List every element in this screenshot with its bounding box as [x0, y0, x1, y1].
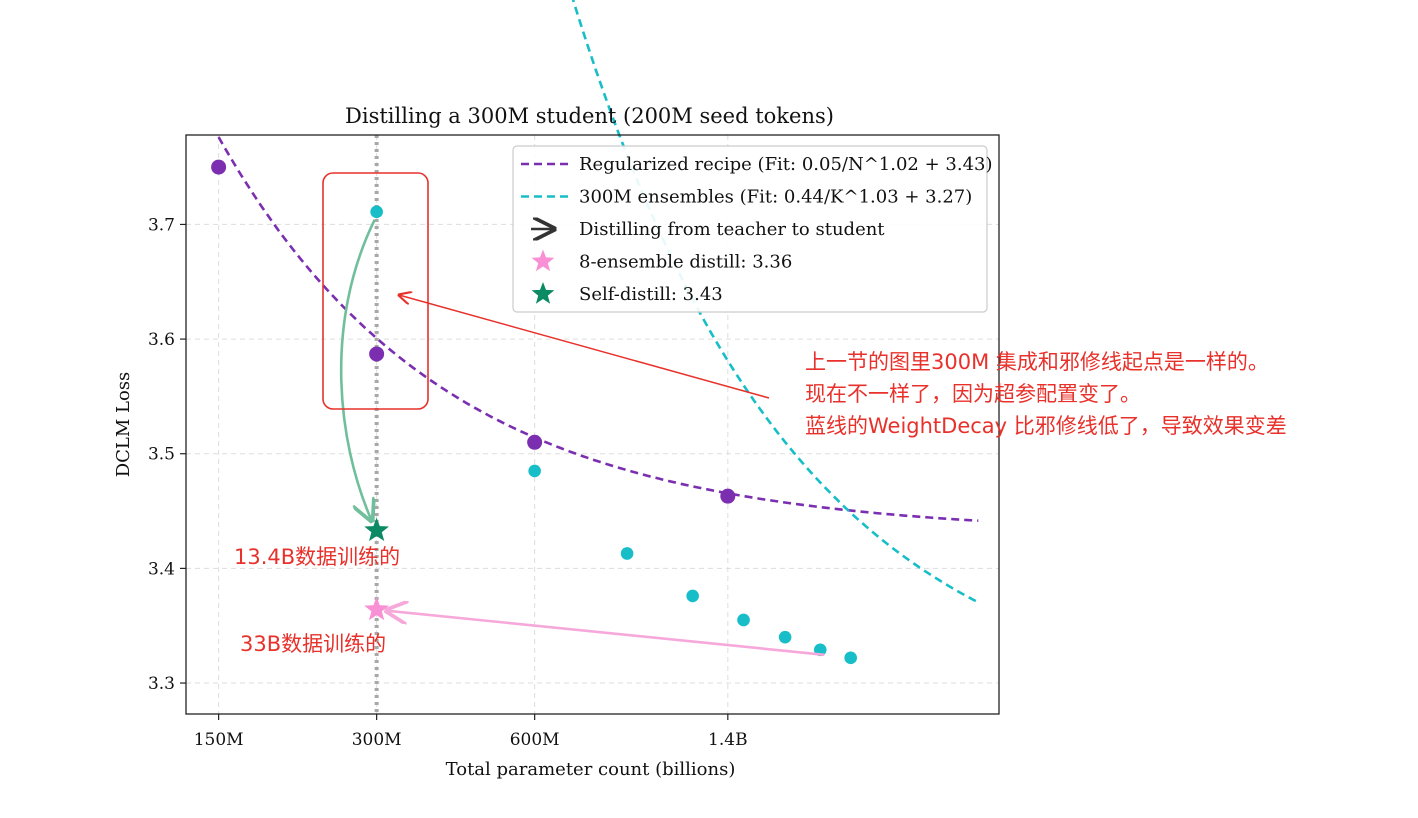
series-0-point-0	[211, 159, 227, 175]
legend-box	[512, 145, 988, 313]
x-tick-label-1: 300M	[352, 730, 402, 750]
y-tick-label-0: 3.3	[148, 674, 175, 694]
highlight-box	[322, 172, 429, 410]
y-tick-label-2: 3.5	[148, 445, 175, 465]
series-0-point-3	[720, 488, 736, 504]
distill-arrow-self	[339, 219, 376, 521]
legend-label-0: Regularized recipe (Fit: 0.05/N^1.02 + 3…	[579, 154, 993, 175]
x-axis-label: Total parameter count (billions)	[446, 759, 736, 780]
legend-item-0: Regularized recipe (Fit: 0.05/N^1.02 + 3…	[521, 154, 993, 175]
x-tick-label-3: 1.4B	[708, 730, 748, 750]
annotations: 上一节的图里300M 集成和邪修线起点是一样的。现在不一样了，因为超参配置变了。…	[234, 172, 1287, 657]
legend-item-4: Self-distill: 3.43	[531, 282, 723, 305]
y-tick-label-4: 3.7	[148, 215, 175, 235]
series-0-point-1	[369, 346, 385, 362]
series-1-point-3	[686, 589, 699, 603]
label-ensemble-distill-data: 33B数据训练的	[240, 632, 386, 656]
legend-label-2: Distilling from teacher to student	[579, 219, 885, 240]
series-1-point-5	[778, 630, 792, 644]
series-1-point-4	[737, 613, 750, 627]
y-tick-label-3: 3.6	[148, 330, 175, 350]
label-self-distill-data: 13.4B数据训练的	[234, 545, 400, 569]
legend-swatch-3	[531, 249, 555, 272]
y-axis-label: DCLM Loss	[113, 372, 134, 478]
x-tick-label-0: 150M	[194, 730, 244, 750]
series-1-point-1	[528, 464, 541, 478]
series-0-point-2	[527, 434, 543, 450]
plot-frame	[185, 134, 1000, 715]
distill-stars	[364, 517, 389, 621]
special-star-1	[364, 517, 389, 542]
special-star-0	[364, 596, 389, 621]
series-1-point-2	[620, 547, 634, 560]
series-1-point-7	[844, 651, 857, 665]
x-axis-ticks: 150M 300M 600M 1.4B	[194, 714, 748, 750]
chart-title: Distilling a 300M student (200M seed tok…	[345, 104, 834, 128]
annotation-note-line-2: 蓝线的WeightDecay 比邪修线低了，导致效果变差	[805, 414, 1287, 438]
legend-item-2: Distilling from teacher to student	[531, 219, 885, 240]
data-points	[211, 159, 857, 665]
y-axis-ticks: 3.3 3.4 3.5 3.6 3.7	[148, 215, 186, 694]
series-1-point-0	[370, 205, 383, 219]
legend-label-4: Self-distill: 3.43	[579, 284, 723, 305]
annotation-note-line-0: 上一节的图里300M 集成和邪修线起点是一样的。	[805, 350, 1269, 374]
distill-arrow-ensemble	[387, 611, 825, 657]
x-tick-label-2: 600M	[510, 730, 560, 750]
annotation-note-line-1: 现在不一样了，因为超参配置变了。	[805, 382, 1141, 406]
legend-label-3: 8-ensemble distill: 3.36	[579, 252, 792, 273]
legend-swatch-4	[531, 282, 555, 304]
y-tick-label-1: 3.4	[148, 559, 175, 579]
annotation-arrow	[399, 295, 770, 399]
legend-item-1: 300M ensembles (Fit: 0.44/K^1.03 + 3.27)	[521, 187, 972, 208]
legend: Regularized recipe (Fit: 0.05/N^1.02 + 3…	[512, 145, 993, 313]
legend-item-3: 8-ensemble distill: 3.36	[531, 249, 792, 273]
fit-curve-1	[571, 0, 979, 604]
legend-label-1: 300M ensembles (Fit: 0.44/K^1.03 + 3.27)	[579, 187, 972, 208]
